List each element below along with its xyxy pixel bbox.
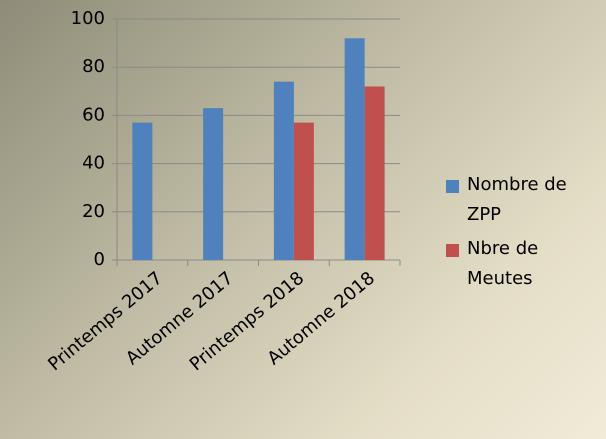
y-tick-label: 40 <box>82 153 105 174</box>
x-tick-label: Printemps 2017 <box>44 268 167 376</box>
legend-label: Nombre de ZPP <box>467 174 567 225</box>
legend-item: Nbre de Meutes <box>446 234 597 294</box>
bar <box>132 122 153 260</box>
legend-swatch <box>446 180 459 193</box>
legend-swatch <box>446 244 459 257</box>
y-tick-label: 0 <box>94 249 105 270</box>
bar <box>344 38 365 260</box>
legend-label: Nbre de Meutes <box>467 238 539 289</box>
bar <box>273 81 294 260</box>
bar <box>203 108 224 260</box>
y-tick-label: 100 <box>71 8 105 29</box>
legend-item: Nombre de ZPP <box>446 170 597 230</box>
y-tick-label: 20 <box>82 201 105 222</box>
y-tick-label: 80 <box>82 56 105 77</box>
bar <box>293 122 314 260</box>
y-tick-label: 60 <box>82 104 105 125</box>
bar <box>364 86 385 260</box>
